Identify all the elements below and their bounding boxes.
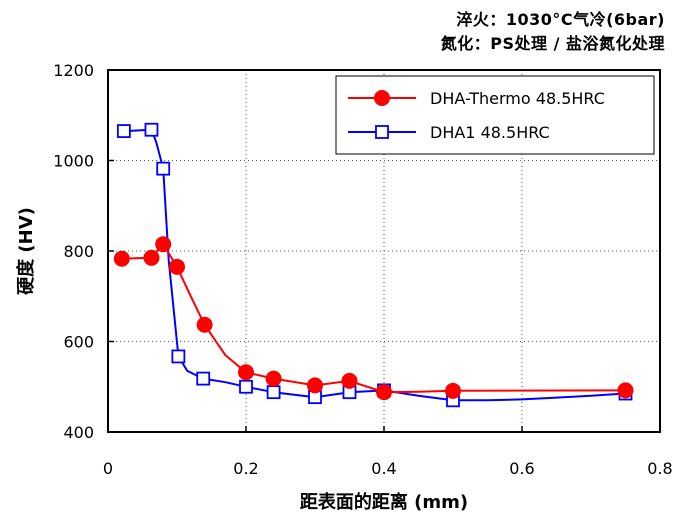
data-point-dha1 [239,379,253,394]
series-line-dha-thermo [121,243,626,394]
data-point-dha1 [156,161,171,176]
data-point-dha-thermo [113,250,130,267]
x-tick-label: 0 [103,459,113,478]
data-point-dha-thermo [238,364,254,381]
data-point-dha-thermo [155,236,172,253]
y-tick-label: 1000 [53,152,94,171]
chart-note-nitriding: 氮化：PS处理 / 盐浴氮化处理 [440,34,665,53]
data-point-dha-thermo [445,382,461,399]
x-tick-label: 0.8 [647,459,672,478]
y-tick-label: 400 [63,423,94,442]
series-line-dha1 [123,128,626,402]
series-dha1 [116,122,633,408]
data-point-dha-thermo [143,249,160,266]
data-point-dha-thermo [265,370,282,387]
data-point-dha1 [116,124,131,138]
data-point-dha-thermo [376,384,392,401]
legend: DHA-Thermo 48.5HRC DHA1 48.5HRC [335,75,655,155]
y-axis-label: 硬度 (HV) [15,207,37,295]
series-layer [113,122,634,408]
axis-ticks: 0 0.2 0.4 0.6 0.8 400 600 800 1000 1200 [53,61,672,478]
data-point-dha-thermo [341,372,358,389]
data-point-dha-thermo [169,258,185,275]
data-point-dha1 [266,385,281,400]
series-dha-thermo [113,236,634,401]
x-tick-label: 0.2 [233,459,258,478]
legend-label-dha1: DHA1 48.5HRC [430,123,550,142]
data-point-dha1 [196,371,211,386]
y-tick-label: 800 [63,242,94,261]
data-point-dha-thermo [307,377,323,394]
legend-label-dha-thermo: DHA-Thermo 48.5HRC [430,89,605,108]
legend-marker-dha1 [375,125,389,139]
data-point-dha1 [171,349,186,364]
legend-marker-dha-thermo [374,90,390,106]
data-point-dha1 [144,122,159,137]
data-point-dha-thermo [196,316,213,333]
x-tick-label: 0.6 [509,459,534,478]
x-axis-label: 距表面的距离 (mm) [300,491,468,513]
chart-note-quenching: 淬火：1030°C气冷(6bar) [456,10,665,29]
legend-box [335,75,655,155]
x-tick-label: 0.4 [371,459,396,478]
y-tick-label: 1200 [53,61,94,80]
y-tick-label: 600 [63,333,94,352]
data-point-dha-thermo [617,382,634,399]
